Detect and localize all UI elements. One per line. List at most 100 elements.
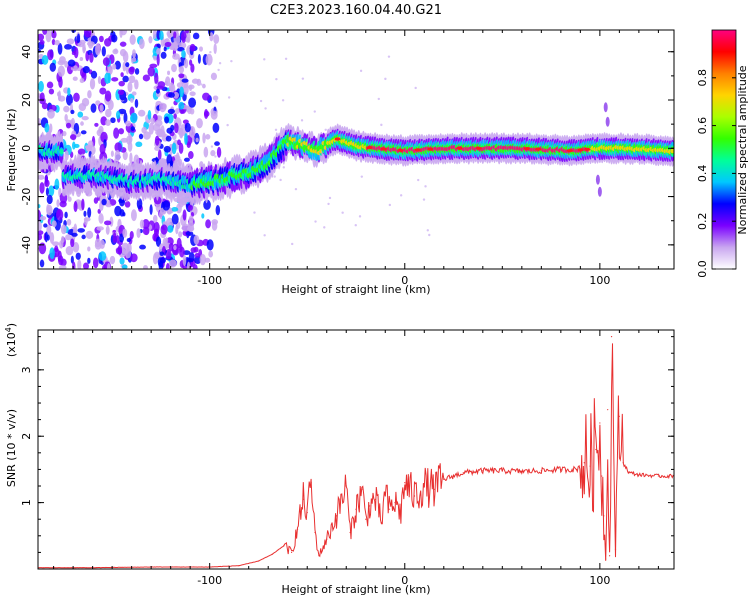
heatmap-noise-blob bbox=[199, 46, 203, 52]
heatmap-peak-cell bbox=[380, 147, 387, 151]
heatmap-noise-blob bbox=[174, 122, 179, 134]
heatmap-noise-blob bbox=[114, 205, 122, 217]
heatmap-noise-blob bbox=[63, 105, 70, 113]
heatmap-noise-blob bbox=[75, 252, 81, 260]
heatmap-noise-blob bbox=[203, 199, 211, 211]
snr-point bbox=[369, 505, 371, 507]
snr-point bbox=[443, 478, 445, 480]
heatmap-noise-dot bbox=[388, 203, 392, 207]
heatmap-noise-dot bbox=[341, 211, 344, 214]
heatmap-noise-blob bbox=[65, 93, 73, 106]
heatmap-noise-blob bbox=[202, 92, 210, 101]
heatmap-noise-blob bbox=[119, 257, 125, 265]
heatmap-noise-blob bbox=[77, 148, 86, 155]
heatmap-noise-blob bbox=[187, 220, 194, 233]
heatmap-noise-blob bbox=[73, 46, 79, 59]
heatmap-x-label: Height of straight line (km) bbox=[281, 283, 430, 296]
heatmap-noise-blob bbox=[155, 129, 162, 136]
heatmap-noise-blob bbox=[129, 230, 134, 240]
heatmap-noise-blob bbox=[171, 41, 179, 51]
heatmap-noise-blob bbox=[87, 207, 92, 218]
heatmap-noise-blob bbox=[119, 30, 128, 36]
heatmap-noise-blob bbox=[81, 234, 86, 240]
heatmap-peak-cell bbox=[427, 147, 434, 151]
heatmap-noise-blob bbox=[155, 236, 162, 247]
heatmap-noise-blob bbox=[122, 75, 129, 83]
heatmap-noise-blob bbox=[209, 32, 214, 42]
heatmap-noise-blob bbox=[123, 112, 128, 124]
heatmap-noise-blob bbox=[80, 121, 84, 126]
heatmap-noise-blob bbox=[105, 119, 111, 127]
heatmap-noise-blob bbox=[64, 211, 68, 219]
heatmap-noise-blob bbox=[39, 215, 47, 221]
heatmap-noise-blob bbox=[122, 51, 129, 63]
heatmap-noise-blob bbox=[160, 51, 167, 59]
heatmap-noise-blob bbox=[48, 88, 55, 95]
heatmap-noise-blob bbox=[185, 36, 190, 43]
heatmap-noise-blob bbox=[130, 253, 138, 263]
heatmap-noise-blob bbox=[143, 265, 148, 269]
snr-plot: -100 0 100 1 2 3 Height of straight line (km… bbox=[4, 323, 675, 596]
heatmap-noise-blob bbox=[49, 232, 55, 244]
heatmap-noise-blob bbox=[134, 68, 140, 75]
snr-point bbox=[601, 475, 603, 477]
heatmap-noise-blob bbox=[184, 132, 188, 145]
heatmap-noise-blob bbox=[180, 31, 187, 43]
snr-point bbox=[433, 488, 435, 490]
heatmap-noise-blob bbox=[72, 242, 80, 253]
heatmap-noise-blob bbox=[178, 66, 185, 74]
snr-frame bbox=[37, 329, 675, 570]
snr-point bbox=[238, 565, 240, 567]
heatmap-noise-blob bbox=[152, 214, 158, 223]
heatmap-noise-dot bbox=[399, 194, 403, 197]
heatmap-noise-blob bbox=[149, 63, 158, 68]
heatmap-noise-blob bbox=[51, 30, 57, 39]
snr-point bbox=[540, 470, 542, 472]
heatmap-noise-blob bbox=[169, 259, 177, 268]
heatmap-y-ticks: -40 -20 0 20 40 bbox=[20, 45, 674, 270]
heatmap-peak-cell bbox=[524, 146, 531, 151]
heatmap-noise-blob bbox=[64, 60, 69, 68]
heatmap-noise-blob bbox=[38, 204, 41, 209]
heatmap-noise-blob bbox=[172, 53, 180, 60]
heatmap-noise-blob bbox=[58, 265, 67, 269]
heatmap-noise-blob bbox=[38, 80, 44, 92]
heatmap-noise-blob bbox=[101, 46, 106, 57]
y-tick-label: 2 bbox=[20, 433, 33, 440]
heatmap-noise-blob bbox=[143, 131, 151, 140]
snr-point bbox=[349, 531, 351, 534]
x-tick-label: -100 bbox=[197, 274, 222, 287]
heatmap-noise-blob bbox=[156, 53, 160, 66]
heatmap-noise-blob bbox=[182, 254, 187, 267]
snr-point bbox=[283, 545, 285, 547]
heatmap-noise-blob bbox=[56, 91, 61, 97]
heatmap-noise-dot bbox=[358, 215, 362, 218]
heatmap-noise-blob bbox=[149, 204, 153, 215]
heatmap-noise-blob bbox=[79, 57, 84, 62]
heatmap-noise-blob bbox=[165, 237, 169, 243]
heatmap-noise-blob bbox=[72, 261, 76, 269]
heatmap-noise-dot bbox=[424, 185, 427, 188]
heatmap-noise-dot bbox=[210, 145, 214, 148]
y-tick-label: 3 bbox=[20, 366, 33, 373]
snr-point bbox=[423, 485, 425, 487]
colorbar-gradient bbox=[712, 30, 736, 269]
heatmap-noise-dot bbox=[284, 57, 288, 60]
heatmap-noise-dot bbox=[275, 77, 278, 81]
heatmap-ridge-cell bbox=[670, 148, 674, 154]
heatmap-noise-blob bbox=[62, 130, 67, 137]
heatmap-noise-dot bbox=[226, 123, 229, 127]
colorbar: 0.0 0.2 0.4 0.6 0.8 Normalized spectral ampl… bbox=[696, 29, 749, 278]
heatmap-noise-dot bbox=[274, 128, 278, 131]
heatmap-noise-blob bbox=[141, 126, 147, 134]
snr-point bbox=[361, 488, 363, 490]
heatmap-noise-blob bbox=[201, 213, 205, 219]
heatmap-noise-blob bbox=[42, 30, 48, 35]
snr-point bbox=[618, 415, 620, 417]
heatmap-noise-blob bbox=[72, 141, 76, 150]
heatmap-noise-blob bbox=[192, 32, 200, 40]
heatmap-noise-dot bbox=[217, 68, 220, 72]
colorbar-frame bbox=[711, 29, 737, 270]
heatmap-noise-blob bbox=[166, 127, 173, 134]
heatmap-peak-cell bbox=[334, 137, 341, 141]
